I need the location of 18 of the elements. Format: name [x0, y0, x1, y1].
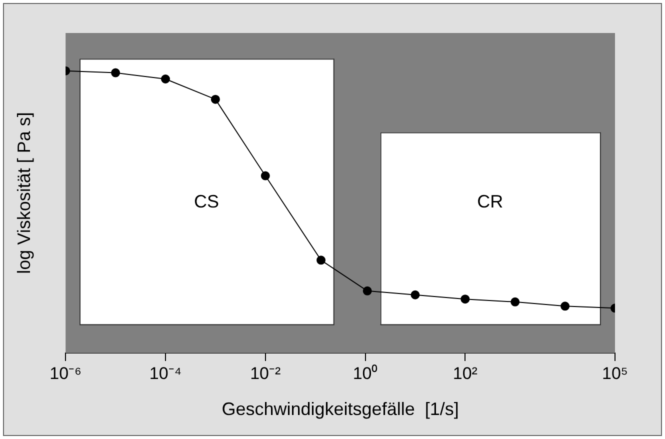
- x-tick-label: 10⁻²: [250, 364, 281, 383]
- band-label: CR: [477, 192, 504, 212]
- x-tick-label: 10⁵: [602, 364, 628, 383]
- point: [160, 74, 170, 84]
- x-tick-label: 10⁻⁶: [50, 364, 82, 383]
- point: [460, 294, 470, 304]
- point: [510, 297, 520, 306]
- x-axis-title: Geschwindigkeitsgefälle [1/s]: [222, 399, 459, 420]
- y-axis-title: log Viskosität [ Pa s]: [14, 112, 34, 274]
- point: [560, 302, 570, 311]
- point: [410, 290, 420, 300]
- point: [210, 94, 220, 104]
- x-tick-label: 10⁰: [352, 364, 378, 383]
- point: [111, 68, 120, 78]
- x-tick-label: 10⁻⁴: [149, 364, 182, 383]
- point: [260, 171, 270, 180]
- x-tick-label: 10²: [452, 364, 478, 383]
- band-label: CS: [194, 192, 219, 212]
